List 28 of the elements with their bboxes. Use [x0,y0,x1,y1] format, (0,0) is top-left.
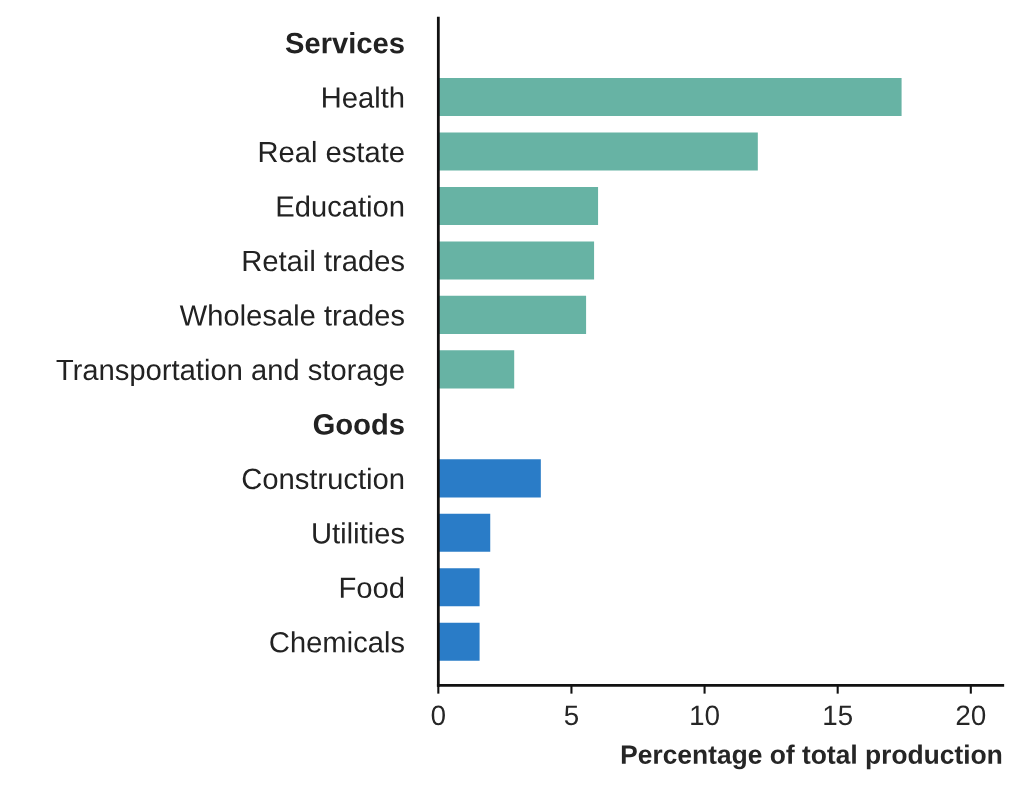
bar [438,513,491,552]
y-tick-label: Chemicals [270,631,404,653]
bar [438,350,515,389]
bar [438,241,595,280]
bar [438,568,480,607]
y-tick-label: Services [285,32,404,54]
bar [438,77,902,117]
x-tick-label: 0 [431,705,445,726]
y-tick-label: Utilities [313,522,404,544]
bar [438,295,587,334]
x-tick-label: 15 [824,705,852,726]
y-tick-label: Food [340,576,404,599]
x-tick-label: 10 [691,705,719,726]
bar [438,132,758,171]
x-tick-label: 5 [564,705,579,726]
x-axis-title: Percentage of total production [621,744,1002,770]
y-tick-label: Health [323,86,404,108]
y-tick-label: Wholesale trades [179,304,404,326]
y-tick-label: Transportation and storage [56,358,404,386]
y-tick-label: Goods [313,413,404,435]
y-tick-label: Retail trades [243,249,404,272]
bar [438,186,599,226]
y-tick-label: Education [277,195,404,217]
y-tick-label: Real estate [259,140,404,163]
bar [438,622,480,661]
y-tick-label: Construction [242,467,404,490]
bar [438,459,541,498]
x-tick-label: 20 [956,705,986,726]
